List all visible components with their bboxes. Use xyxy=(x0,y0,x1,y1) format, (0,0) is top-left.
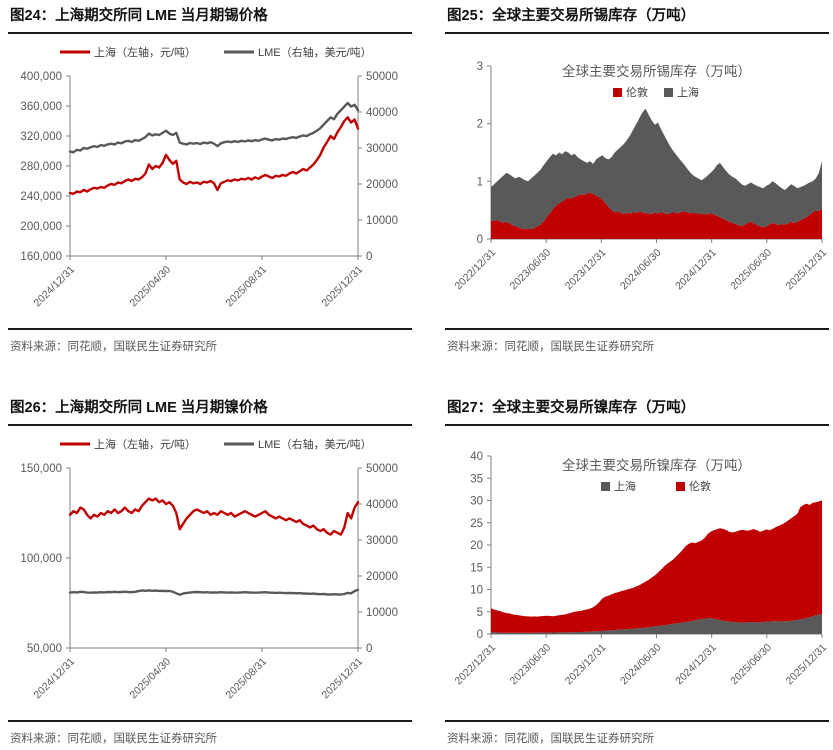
svg-text:2025/12/31: 2025/12/31 xyxy=(319,264,365,310)
title-rule xyxy=(445,424,829,426)
svg-text:40: 40 xyxy=(470,451,483,463)
title-rule xyxy=(445,32,829,34)
svg-text:2025/06/30: 2025/06/30 xyxy=(728,642,774,688)
svg-text:2025/12/31: 2025/12/31 xyxy=(319,656,365,702)
svg-text:2025/12/31: 2025/12/31 xyxy=(783,642,829,688)
divider-rule xyxy=(445,720,829,722)
title-rule xyxy=(8,424,412,426)
svg-text:3: 3 xyxy=(477,61,483,73)
svg-text:200,000: 200,000 xyxy=(20,221,62,233)
svg-text:30: 30 xyxy=(470,496,483,508)
svg-text:2024/12/31: 2024/12/31 xyxy=(673,642,719,688)
svg-text:20: 20 xyxy=(470,540,483,552)
source-note: 资料来源：同花顺，国联民生证券研究所 xyxy=(10,732,217,745)
svg-text:2023/12/31: 2023/12/31 xyxy=(563,247,609,293)
svg-text:2023/12/31: 2023/12/31 xyxy=(563,642,609,688)
svg-text:2024/06/30: 2024/06/30 xyxy=(618,642,664,688)
figure-panel-25: 图25：全球主要交易所锡库存（万吨） 3 2 1 0 2022/12/31 2023/06… xyxy=(445,6,829,354)
figure-24-title: 图24：上海期交所同 LME 当月期锡价格 xyxy=(10,8,268,24)
figure-27-title: 图27：全球主要交易所镍库存（万吨） xyxy=(447,400,696,416)
divider-rule xyxy=(445,328,829,330)
svg-text:全球主要交易所锡库存（万吨）: 全球主要交易所锡库存（万吨） xyxy=(562,63,751,79)
svg-text:上海: 上海 xyxy=(614,479,636,493)
svg-text:2024/12/31: 2024/12/31 xyxy=(31,264,77,310)
svg-text:30000: 30000 xyxy=(366,535,398,547)
source-note: 资料来源：同花顺，国联民生证券研究所 xyxy=(447,340,654,353)
svg-text:50000: 50000 xyxy=(366,463,398,475)
svg-text:0: 0 xyxy=(366,643,372,655)
svg-text:2022/12/31: 2022/12/31 xyxy=(452,642,498,688)
svg-text:LME（右轴，美元/吨）: LME（右轴，美元/吨） xyxy=(258,437,372,451)
svg-text:2024/12/31: 2024/12/31 xyxy=(31,656,77,702)
svg-text:35: 35 xyxy=(470,473,483,485)
svg-text:全球主要交易所镍库存（万吨）: 全球主要交易所镍库存（万吨） xyxy=(562,457,751,473)
svg-text:25: 25 xyxy=(470,518,483,530)
svg-text:2025/04/30: 2025/04/30 xyxy=(127,656,173,702)
svg-text:280,000: 280,000 xyxy=(20,161,62,173)
tin-price-chart: 400,000 360,000 320,000 280,000 240,000 200,0… xyxy=(20,45,398,310)
svg-text:30000: 30000 xyxy=(366,143,398,155)
svg-text:2024/12/31: 2024/12/31 xyxy=(673,247,719,293)
figure-25-title: 图25：全球主要交易所锡库存（万吨） xyxy=(447,8,696,24)
nickel-price-chart: 150,000 100,000 50,000 50000 40000 30000 20000… xyxy=(20,437,398,702)
title-rule xyxy=(8,32,412,34)
svg-text:上海（左轴，元/吨）: 上海（左轴，元/吨） xyxy=(94,45,196,59)
svg-text:LME（右轴，美元/吨）: LME（右轴，美元/吨） xyxy=(258,45,372,59)
svg-text:上海: 上海 xyxy=(677,85,699,99)
svg-text:伦敦: 伦敦 xyxy=(689,479,711,493)
svg-text:100,000: 100,000 xyxy=(20,553,62,565)
svg-text:2024/06/30: 2024/06/30 xyxy=(618,247,664,293)
svg-text:伦敦: 伦敦 xyxy=(626,85,648,99)
svg-text:2025/08/31: 2025/08/31 xyxy=(223,264,269,310)
svg-text:150,000: 150,000 xyxy=(20,463,62,475)
svg-text:50000: 50000 xyxy=(366,71,398,83)
svg-text:320,000: 320,000 xyxy=(20,131,62,143)
svg-text:2022/12/31: 2022/12/31 xyxy=(452,247,498,293)
svg-text:40000: 40000 xyxy=(366,107,398,119)
svg-text:400,000: 400,000 xyxy=(20,71,62,83)
svg-text:240,000: 240,000 xyxy=(20,191,62,203)
svg-text:0: 0 xyxy=(366,251,372,263)
svg-text:2023/06/30: 2023/06/30 xyxy=(508,642,554,688)
figure-panel-26: 图26：上海期交所同 LME 当月期镍价格 150,000 100,000 50,0… xyxy=(8,398,412,746)
svg-text:50,000: 50,000 xyxy=(27,643,62,655)
figure-26-title: 图26：上海期交所同 LME 当月期镍价格 xyxy=(10,400,268,416)
svg-text:0: 0 xyxy=(477,629,483,641)
svg-text:2: 2 xyxy=(477,119,483,131)
svg-text:360,000: 360,000 xyxy=(20,101,62,113)
svg-text:10: 10 xyxy=(470,585,483,597)
svg-text:160,000: 160,000 xyxy=(20,251,62,263)
svg-text:2025/12/31: 2025/12/31 xyxy=(783,247,829,293)
figure-panel-27: 图27：全球主要交易所镍库存（万吨） 40 35 30 25 20 15 10 5 0 2022/… xyxy=(445,398,829,746)
svg-text:0: 0 xyxy=(477,234,483,246)
source-note: 资料来源：同花顺，国联民生证券研究所 xyxy=(447,732,654,745)
svg-text:15: 15 xyxy=(470,562,483,574)
svg-text:上海（左轴，元/吨）: 上海（左轴，元/吨） xyxy=(94,437,196,451)
svg-text:2023/06/30: 2023/06/30 xyxy=(508,247,554,293)
svg-text:2025/08/31: 2025/08/31 xyxy=(223,656,269,702)
svg-text:1: 1 xyxy=(477,176,483,188)
source-note: 资料来源：同花顺，国联民生证券研究所 xyxy=(10,340,217,353)
divider-rule xyxy=(8,328,412,330)
divider-rule xyxy=(8,720,412,722)
svg-text:40000: 40000 xyxy=(366,499,398,511)
svg-text:5: 5 xyxy=(477,607,483,619)
svg-text:2025/04/30: 2025/04/30 xyxy=(127,264,173,310)
svg-text:10000: 10000 xyxy=(366,215,398,227)
svg-text:2025/06/30: 2025/06/30 xyxy=(728,247,774,293)
svg-text:20000: 20000 xyxy=(366,179,398,191)
figure-panel-24: 图24：上海期交所同 LME 当月期锡价格 400,000 360,000 320,… xyxy=(8,6,412,354)
svg-text:20000: 20000 xyxy=(366,571,398,583)
svg-text:10000: 10000 xyxy=(366,607,398,619)
